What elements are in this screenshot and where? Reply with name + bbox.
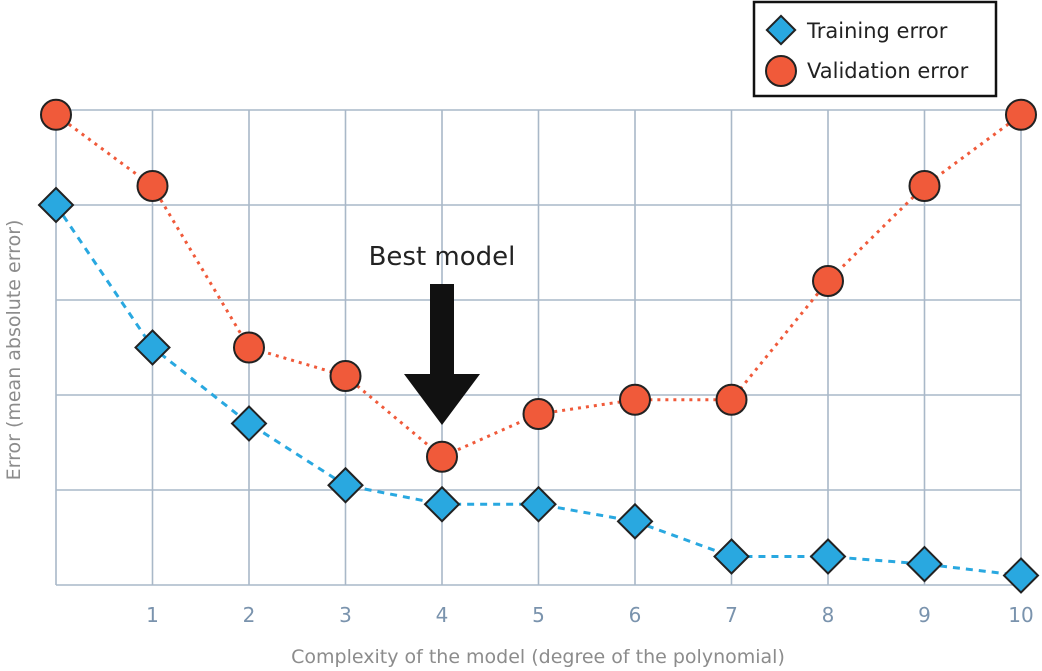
x-tick-labels: 1 2 3 4 5 6 7 8 9 10	[146, 603, 1034, 627]
validation-error-point	[522, 398, 555, 430]
x-axis-label: Complexity of the model (degree of the p…	[291, 646, 785, 668]
training-error-point	[520, 485, 557, 523]
validation-error-point	[233, 331, 265, 364]
x-tick-label: 5	[532, 603, 545, 627]
validation-error-point	[1005, 98, 1037, 131]
best-model-annotation: Best model	[369, 242, 516, 425]
validation-error-point	[426, 440, 458, 473]
validation-error-point	[619, 383, 651, 416]
training-error-point	[134, 329, 171, 366]
legend-box	[752, 0, 998, 98]
training-error-point	[713, 538, 750, 575]
x-tick-label: 7	[725, 603, 738, 627]
training-error-point	[1002, 557, 1040, 594]
training-error-point	[809, 538, 847, 575]
validation-error-point	[908, 170, 941, 202]
y-axis-label: Error (mean absolute error)	[3, 220, 25, 481]
x-tick-label: 4	[436, 603, 449, 627]
validation-error-point	[715, 383, 748, 416]
training-error-point	[37, 186, 75, 224]
x-tick-label: 10	[1008, 603, 1033, 627]
x-tick-label: 9	[918, 603, 931, 627]
legend: Training error Validation error	[752, 0, 998, 98]
x-tick-label: 3	[339, 603, 352, 627]
x-tick-label: 8	[822, 603, 835, 627]
series-markers	[37, 98, 1040, 594]
validation-error-point	[40, 98, 72, 131]
x-tick-label: 6	[629, 603, 642, 627]
x-tick-label: 2	[243, 603, 256, 627]
best-model-label: Best model	[369, 242, 516, 272]
validation-error-point	[812, 265, 844, 297]
training-error-point	[423, 485, 461, 523]
legend-label-training: Training error	[806, 19, 948, 43]
training-error-point	[906, 545, 943, 583]
legend-diamond-icon	[765, 14, 797, 46]
down-arrow-icon	[404, 284, 480, 425]
training-error-point	[230, 405, 268, 442]
validation-error-point	[136, 170, 169, 202]
x-tick-label: 1	[146, 603, 159, 627]
training-error-point	[327, 466, 364, 504]
training-error-point	[616, 502, 654, 540]
legend-label-validation: Validation error	[807, 59, 969, 83]
legend-circle-icon	[765, 55, 797, 87]
validation-error-point	[329, 360, 362, 392]
